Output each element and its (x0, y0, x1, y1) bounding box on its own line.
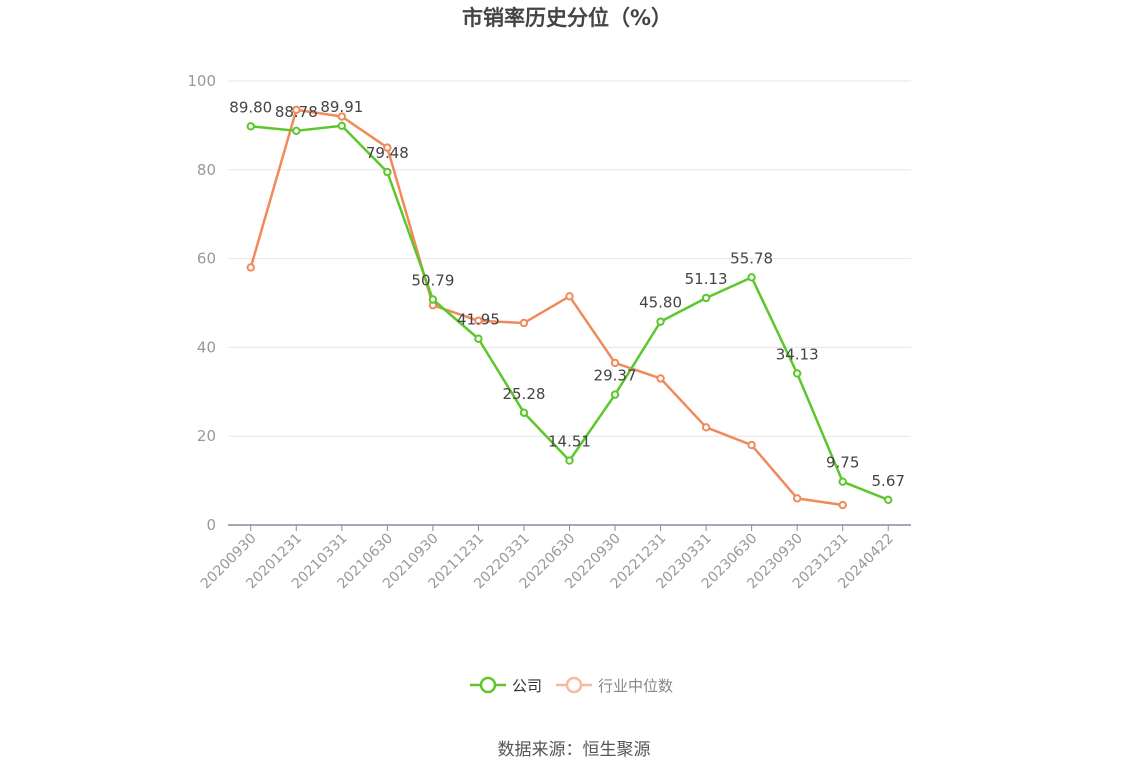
legend-item-0[interactable]: 公司 (470, 676, 542, 695)
chart-title: 市销率历史分位（%） (462, 6, 672, 30)
data-point (701, 293, 711, 303)
data-label: 25.28 (502, 385, 545, 403)
data-point (246, 122, 255, 131)
y-tick-label: 100 (187, 72, 216, 90)
data-point (428, 295, 438, 304)
data-point (474, 316, 483, 325)
data-label: 89.80 (229, 98, 272, 116)
data-point (610, 390, 620, 399)
data-point (292, 126, 301, 136)
data-point (792, 369, 802, 378)
data-label: 34.13 (776, 345, 819, 363)
data-label: 88.78 (275, 103, 318, 121)
data-point (884, 495, 893, 505)
data-point (337, 112, 347, 121)
data-label: 29.37 (594, 367, 637, 385)
data-point (656, 317, 665, 326)
y-tick-label: 40 (197, 338, 216, 356)
data-point (246, 263, 255, 272)
data-point (474, 334, 483, 343)
data-point (656, 374, 665, 383)
y-axis: 0 20 40 60 80 100 (187, 72, 216, 534)
legend[interactable]: 公司 行业中位数 (470, 676, 673, 695)
data-point (292, 105, 301, 115)
legend-marker (565, 676, 583, 694)
y-tick-label: 0 (206, 516, 216, 534)
legend-marker (479, 676, 497, 694)
data-label: 45.80 (639, 294, 682, 312)
data-label: 55.78 (730, 249, 773, 267)
series-line-1 (249, 108, 843, 507)
data-label: 41.95 (457, 311, 500, 329)
data-label: 51.13 (685, 270, 728, 288)
data-label: 9.75 (826, 454, 859, 472)
y-tick-label: 20 (197, 427, 216, 445)
data-point (519, 318, 529, 328)
data-point (838, 477, 847, 486)
source-note: 数据来源：恒生聚源 (498, 740, 651, 760)
data-point (610, 358, 620, 368)
data-point (383, 143, 392, 152)
legend-label: 公司 (512, 677, 542, 695)
data-point (519, 408, 529, 417)
y-tick-label: 80 (197, 161, 216, 179)
data-point (747, 440, 756, 450)
x-axis: 2020093020201231202103312021063020210930… (198, 524, 911, 592)
y-tick-label: 60 (197, 250, 216, 268)
grid (228, 80, 911, 437)
data-point (701, 423, 711, 432)
data-point (565, 456, 574, 465)
legend-item-1[interactable]: 行业中位数 (556, 676, 673, 695)
series-layer (246, 105, 893, 510)
data-label: 89.91 (320, 98, 363, 116)
data-point (792, 494, 802, 503)
data-point (747, 273, 756, 282)
data-label: 5.67 (872, 472, 905, 490)
data-label: 14.51 (548, 433, 591, 451)
data-point (383, 167, 392, 177)
data-label: 50.79 (411, 271, 454, 289)
legend-label: 行业中位数 (598, 677, 673, 695)
data-labels: 89.80 88.78 89.91 79.48 50.79 41.95 25.28 14.51… (229, 98, 905, 490)
data-label: 79.48 (366, 144, 409, 162)
data-point (838, 500, 847, 510)
data-point (565, 292, 574, 301)
data-point (337, 121, 347, 130)
